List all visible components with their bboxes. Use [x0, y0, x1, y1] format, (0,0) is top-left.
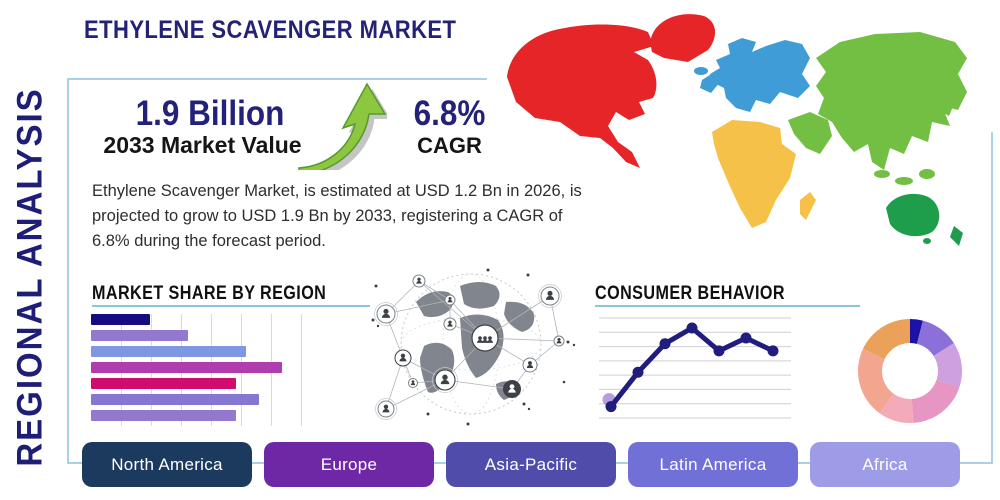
- bar-chart-bar: [91, 330, 188, 341]
- bar-chart-bar: [91, 362, 283, 373]
- map-middle-east: [788, 112, 832, 154]
- bar-chart-bar: [91, 394, 259, 405]
- region-button-africa[interactable]: Africa: [810, 442, 960, 487]
- map-europe: [710, 38, 810, 112]
- consumer-behavior-line-chart: [599, 317, 791, 419]
- market-description: Ethylene Scavenger Market, is estimated …: [92, 182, 582, 250]
- bar-chart-bar: [91, 346, 247, 357]
- donut-slice: [879, 393, 914, 423]
- donut-slice: [910, 319, 923, 344]
- map-island-2: [895, 177, 913, 185]
- donut-slice: [911, 379, 960, 423]
- region-button-north-america[interactable]: North America: [82, 442, 252, 487]
- market-value-2033: 1.9 Billion: [135, 94, 285, 133]
- cagr-caption: CAGR: [417, 133, 482, 158]
- side-vertical-label: REGIONAL ANALYSIS: [9, 87, 50, 467]
- region-button-row: North America Europe Asia-Pacific Latin Ame…: [82, 442, 960, 487]
- globe-network-illustration: [371, 268, 576, 426]
- map-africa: [712, 120, 796, 228]
- line-chart-point: [686, 322, 698, 334]
- market-value-caption: 2033 Market Value: [103, 132, 302, 158]
- market-share-heading: MARKET SHARE BY REGION: [92, 283, 327, 304]
- map-asia: [816, 32, 967, 170]
- map-madagascar: [800, 192, 816, 220]
- line-chart-point: [713, 345, 725, 357]
- line-chart-point: [767, 345, 779, 357]
- world-map-illustration: [507, 14, 967, 246]
- bar-chart-bar: [91, 378, 236, 389]
- map-australia: [886, 193, 940, 237]
- region-button-latin-america[interactable]: Latin America: [628, 442, 798, 487]
- map-island-3: [919, 169, 935, 179]
- map-north-america: [507, 24, 657, 168]
- bar-chart-gridline: [301, 314, 302, 426]
- donut-slice: [933, 343, 962, 388]
- line-chart-point: [632, 366, 644, 378]
- map-greenland: [650, 14, 716, 63]
- market-share-heading-rule: [92, 305, 370, 307]
- page-title: ETHYLENE SCAVENGER MARKET: [84, 16, 457, 44]
- consumer-behavior-heading-rule: [595, 305, 860, 307]
- line-chart-point: [605, 401, 617, 413]
- map-new-zealand: [950, 226, 963, 246]
- region-donut-chart: [858, 319, 962, 423]
- map-iceland: [694, 67, 708, 75]
- content-box-border-top: [67, 78, 487, 80]
- donut-slice: [858, 348, 894, 414]
- map-island-1: [874, 170, 890, 178]
- region-button-europe[interactable]: Europe: [264, 442, 434, 487]
- line-chart-point: [659, 338, 671, 350]
- content-box-border-left: [67, 78, 69, 464]
- donut-slice: [916, 320, 954, 356]
- cagr-value: 6.8%: [413, 94, 486, 133]
- line-chart-point: [740, 332, 752, 344]
- content-box-border-right: [991, 132, 993, 464]
- bar-chart-bar: [91, 314, 150, 325]
- map-japan: [938, 91, 955, 116]
- consumer-behavior-heading: CONSUMER BEHAVIOR: [595, 283, 785, 304]
- market-share-bar-chart: [91, 314, 303, 426]
- growth-arrow-icon: [298, 82, 387, 170]
- map-tasmania: [923, 238, 931, 244]
- donut-slice: [862, 319, 910, 360]
- region-button-asia-pacific[interactable]: Asia-Pacific: [446, 442, 616, 487]
- bar-chart-bar: [91, 410, 236, 421]
